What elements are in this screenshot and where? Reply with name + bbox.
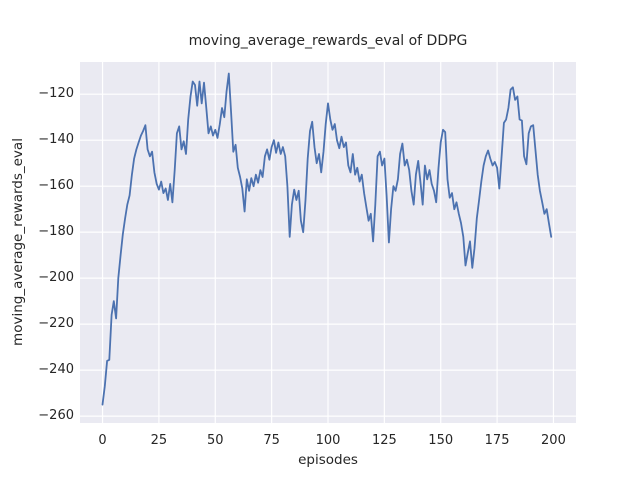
series-moving_average_rewards_eval <box>101 72 553 406</box>
y-tick-label: −180 <box>38 224 74 240</box>
plot-canvas <box>80 62 576 423</box>
x-tick-label: 200 <box>541 433 566 448</box>
y-tick-label: −200 <box>38 270 74 286</box>
x-tick-label: 0 <box>98 433 107 448</box>
y-tick-label: −260 <box>38 408 74 424</box>
y-tick-label: −160 <box>38 178 74 194</box>
y-tick-label: −240 <box>38 362 74 378</box>
x-tick-label: 25 <box>150 433 168 448</box>
x-tick-label: 100 <box>315 433 341 448</box>
y-tick-label: −220 <box>38 316 74 332</box>
gridlines <box>80 62 576 423</box>
y-axis-label-text: moving_average_rewards_eval <box>10 138 26 346</box>
chart-title: moving_average_rewards_eval of DDPG <box>188 33 468 49</box>
reward-line <box>101 72 553 406</box>
x-tick-label: 175 <box>484 433 510 448</box>
x-axis-label: episodes <box>298 452 358 468</box>
x-tick-label: 125 <box>371 433 397 448</box>
x-tick-label: 150 <box>428 433 454 448</box>
y-tick-label: −140 <box>38 132 74 148</box>
y-tick-label: −120 <box>38 86 74 102</box>
x-tick-label: 50 <box>206 433 224 448</box>
x-tick-label: 75 <box>263 433 280 448</box>
plot-area <box>80 62 576 423</box>
